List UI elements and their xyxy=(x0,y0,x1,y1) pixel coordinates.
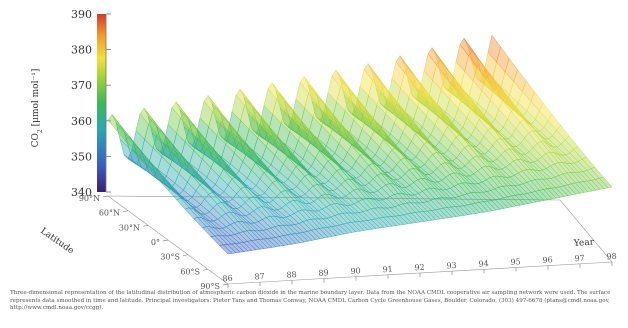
time-tick-label: 97 xyxy=(574,254,585,264)
time-axis-label: Year xyxy=(573,238,595,249)
time-tick-label: 93 xyxy=(446,261,457,271)
colorbar xyxy=(97,14,106,192)
z-tick-label: 350 xyxy=(71,150,92,163)
z-axis-label: CO2 [μmol mol⁻¹] xyxy=(31,69,44,148)
time-tick-label: 90 xyxy=(350,266,361,276)
co2-surface xyxy=(108,35,612,254)
latitude-tick-label: 30°S xyxy=(160,253,180,262)
time-tick-label: 88 xyxy=(286,270,297,280)
z-tick-label: 370 xyxy=(71,79,92,92)
figure-caption: Three-dimensional representation of the … xyxy=(10,290,615,313)
latitude-tick-label: 0° xyxy=(151,238,160,247)
z-tick-label: 380 xyxy=(71,44,92,57)
latitude-tick-mark xyxy=(203,269,208,270)
latitude-tick-mark xyxy=(123,211,128,212)
time-tick-label: 98 xyxy=(606,252,617,262)
latitude-tick-label: 90°S xyxy=(200,282,220,290)
time-tick-label: 92 xyxy=(414,263,425,273)
time-tick-label: 91 xyxy=(382,265,393,275)
time-tick-label: 87 xyxy=(254,272,265,282)
latitude-tick-mark xyxy=(163,240,168,241)
time-tick-label: 89 xyxy=(318,268,329,278)
time-tick-label: 86 xyxy=(222,274,233,284)
latitude-tick-label: 90°N xyxy=(79,194,100,203)
z-tick-label: 390 xyxy=(71,8,92,21)
latitude-axis-label: Latitude xyxy=(38,226,75,256)
latitude-tick-mark xyxy=(143,225,148,226)
latitude-tick-mark xyxy=(223,284,228,285)
latitude-tick-mark xyxy=(183,255,188,256)
z-tick-label: 360 xyxy=(71,115,92,128)
time-tick-label: 96 xyxy=(542,255,553,265)
latitude-tick-label: 60°S xyxy=(180,267,200,276)
time-tick-label: 95 xyxy=(510,257,521,267)
latitude-tick-label: 60°N xyxy=(99,209,120,218)
time-tick-label: 94 xyxy=(478,259,489,269)
latitude-tick-label: 30°N xyxy=(119,223,140,232)
time-axis-ticks: 86 87 88 89 90 91 92 93 94 95 96 97 98 xyxy=(222,252,617,288)
latitude-tick-mark xyxy=(103,196,108,197)
